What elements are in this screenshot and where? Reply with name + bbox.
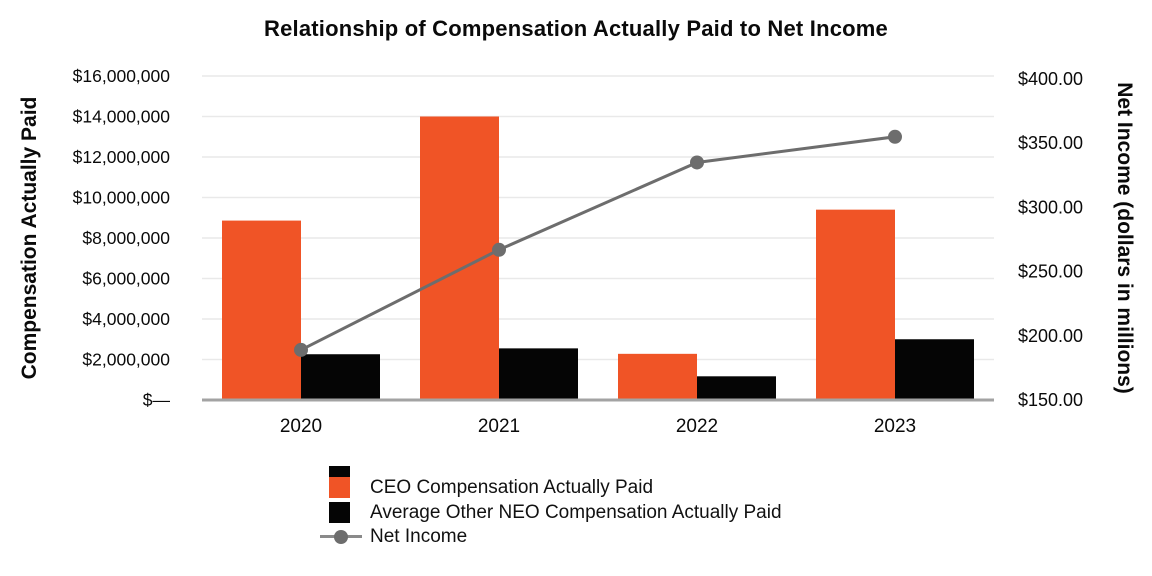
legend-swatch-black-band [329,466,350,478]
ceo-bar-swatch-icon [329,477,350,498]
ceo-bar-2023 [816,209,895,400]
net-income-dot-2022 [690,155,704,170]
right-tick-label: $150.00 [1018,390,1083,410]
neo-bar-2023 [895,339,974,400]
legend-item-ceo: CEO Compensation Actually Paid [329,477,653,498]
left-tick-label: $12,000,000 [73,147,171,167]
ceo-bar-2021 [420,116,499,400]
neo-bar-2021 [499,348,578,400]
legend-label-neo: Average Other NEO Compensation Actually … [370,502,782,523]
legend-item-neo: Average Other NEO Compensation Actually … [329,502,782,523]
net-income-line [300,135,896,352]
net-income-dot-2023 [888,129,902,144]
left-tick-label: $16,000,000 [73,66,171,86]
x-axis-label: 2023 [874,416,916,437]
x-axis-label: 2021 [478,416,520,437]
net-income-dot-2020 [294,342,308,357]
right-tick-label: $350.00 [1018,133,1083,153]
left-tick-label: $2,000,000 [82,350,170,370]
left-tick-label: $10,000,000 [73,188,171,208]
legend-label-net-income: Net Income [370,526,468,547]
left-tick-label: $6,000,000 [82,269,170,289]
right-tick-label: $300.00 [1018,197,1083,217]
left-tick-label: $— [143,390,171,410]
neo-bar-2020 [301,354,380,400]
left-tick-label: $14,000,000 [73,107,171,127]
right-tick-label: $250.00 [1018,262,1083,282]
legend-label-ceo: CEO Compensation Actually Paid [370,477,654,498]
neo-bar-2022 [697,376,776,400]
right-tick-label: $400.00 [1018,69,1083,89]
x-axis-label: 2022 [676,416,718,437]
net-income-dot-2021 [492,242,506,257]
left-tick-label: $4,000,000 [82,309,170,329]
chart-title: Relationship of Compensation Actually Pa… [263,16,888,41]
right-tick-label: $200.00 [1018,326,1083,346]
legend-item-net-income: Net Income [320,526,467,547]
ceo-bar-2022 [618,353,697,400]
ceo-bar-2020 [222,220,301,400]
net-income-line-swatch-icon [320,526,362,547]
neo-bar-swatch-icon [329,502,350,523]
left-tick-label: $8,000,000 [82,228,170,248]
x-axis-label: 2020 [280,416,322,437]
